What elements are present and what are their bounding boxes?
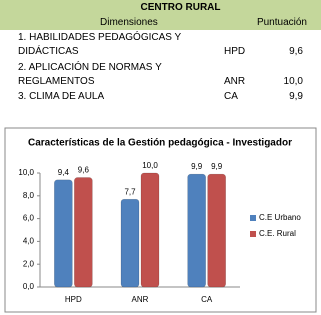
- bar: [120, 198, 140, 288]
- bar: [187, 173, 206, 288]
- legend-swatch: [250, 231, 256, 237]
- bar: [54, 179, 73, 288]
- value-label: 7,7: [124, 187, 136, 196]
- table-row: 3. CLIMA DE AULA CA 9,9: [0, 90, 321, 105]
- table-cell: 9,9: [289, 91, 303, 102]
- y-tick-label: 0,0: [23, 282, 35, 291]
- table-row: 2. APLICACIÓN DE NORMAS Y REGLAMENTOS ANR…: [0, 60, 321, 90]
- legend-swatch: [250, 215, 256, 221]
- table: CENTRO RURAL Dimensiones Puntuación 1. H…: [0, 0, 321, 105]
- table-row: 1. HABILIDADES PEDAGÓGICAS Y DIDÁCTICAS H…: [0, 30, 321, 60]
- bar: [207, 173, 226, 288]
- y-tick-label: 8,0: [23, 191, 35, 200]
- y-tick-label: 4,0: [23, 237, 35, 246]
- bar: [140, 172, 160, 288]
- table-cell: 2. APLICACIÓN DE NORMAS Y REGLAMENTOS: [18, 62, 162, 87]
- legend-label: C.E. Rural: [259, 229, 296, 238]
- table-header: Dimensiones Puntuación: [0, 15, 321, 30]
- x-tick-label: CA: [201, 295, 213, 304]
- y-tick-label: 10,0: [18, 168, 34, 177]
- value-label: 9,4: [58, 168, 70, 177]
- table-cell: HPD: [224, 46, 246, 57]
- table-cell: 9,6: [289, 46, 303, 57]
- x-tick-label: ANR: [132, 295, 149, 304]
- header-cell: Dimensiones: [100, 17, 158, 28]
- chart-title: Características de la Gestión pedagógica…: [28, 138, 292, 149]
- table-cell: CA: [224, 91, 238, 102]
- chart-frame: [4, 127, 317, 313]
- y-tick-label: 2,0: [23, 259, 35, 268]
- header-cell: Puntuación: [256, 17, 307, 28]
- table-cell: 3. CLIMA DE AULA: [18, 91, 105, 102]
- table-cell: 10,0: [283, 76, 303, 87]
- bar: [74, 177, 93, 288]
- value-label: 10,0: [142, 161, 158, 170]
- x-tick-label: HPD: [65, 295, 82, 304]
- y-tick-label: 6,0: [23, 214, 35, 223]
- value-label: 9,6: [78, 166, 90, 175]
- table-cell: ANR: [224, 76, 246, 87]
- legend-label: C.E Urbano: [259, 213, 301, 222]
- table-title: CENTRO RURAL: [0, 0, 321, 15]
- value-label: 9,9: [211, 162, 223, 171]
- value-label: 9,9: [191, 162, 203, 171]
- table-cell: 1. HABILIDADES PEDAGÓGICAS Y DIDÁCTICAS: [18, 32, 182, 57]
